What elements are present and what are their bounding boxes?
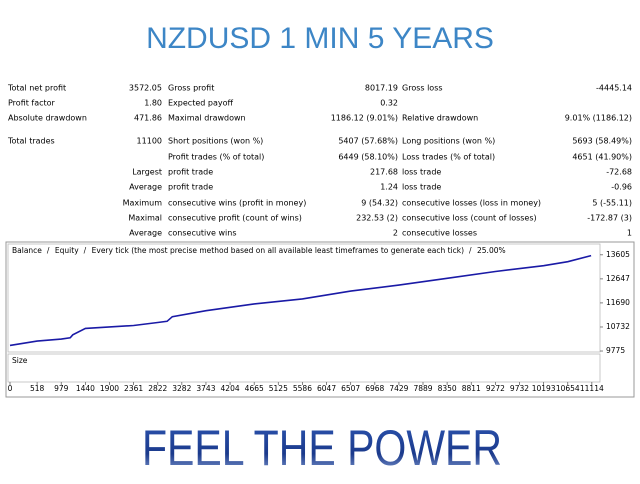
stat-cell: Maximal: [128, 214, 162, 223]
stat-cell: 232.53 (2): [356, 214, 398, 223]
x-tick-label: 8811: [462, 384, 481, 393]
footer-slogan: FEEL THE POWER: [142, 420, 502, 476]
stat-cell: loss trade: [402, 168, 441, 177]
stat-cell: 1: [627, 229, 632, 238]
legend-separator: /: [469, 246, 472, 255]
stat-cell: profit trade: [168, 168, 213, 177]
legend-entry: Equity: [55, 246, 79, 255]
stat-cell: Largest: [132, 168, 162, 177]
stat-cell: Total net profit: [7, 84, 66, 93]
x-tick-label: 9272: [486, 384, 505, 393]
stat-cell: Maximum: [123, 199, 163, 208]
stat-cell: -172.87 (3): [587, 214, 632, 223]
legend-separator: /: [47, 246, 50, 255]
stat-cell: 11100: [137, 137, 162, 146]
stat-cell: consecutive wins (profit in money): [168, 199, 306, 208]
stat-cell: Average: [129, 229, 162, 238]
stat-cell: 217.68: [370, 168, 398, 177]
x-tick-label: 979: [54, 384, 69, 393]
x-tick-label: 4665: [245, 384, 264, 393]
stat-cell: Profit factor: [8, 99, 56, 108]
x-tick-label: 5125: [269, 384, 288, 393]
chart: 9775 10732 11690 12647 13605 0 518 979 1440 1900 2…: [8, 246, 630, 393]
stat-cell: 9 (54.32): [361, 199, 398, 208]
y-tick-label: 9775: [606, 346, 625, 355]
x-tick-label: 8350: [438, 384, 457, 393]
x-tick-label: 5586: [293, 384, 312, 393]
stat-cell: Average: [129, 183, 162, 192]
stat-cell: 6449 (58.10%): [338, 153, 398, 162]
stat-cell: Short positions (won %): [168, 137, 263, 146]
stat-cell: profit trade: [168, 183, 213, 192]
stat-cell: Expected payoff: [168, 99, 233, 108]
x-tick-label: 10654: [556, 384, 580, 393]
stat-cell: consecutive wins: [168, 229, 236, 238]
x-tick-label: 7889: [413, 384, 432, 393]
stat-cell: 3572.05: [129, 84, 162, 93]
stat-cell: Long positions (won %): [402, 137, 495, 146]
stat-cell: 2: [393, 229, 398, 238]
x-tick-label: 2361: [124, 384, 143, 393]
x-tick-label: 1900: [100, 384, 119, 393]
x-tick-label: 6047: [317, 384, 336, 393]
stat-cell: 9.01% (1186.12): [565, 114, 632, 123]
legend-entry: 25.00%: [477, 246, 506, 255]
x-tick-label: 7429: [389, 384, 408, 393]
x-tick-label: 2822: [148, 384, 167, 393]
size-label: Size: [12, 356, 28, 365]
x-tick-label: 0: [8, 384, 13, 393]
x-tick-label: 6968: [365, 384, 384, 393]
stat-cell: 0.32: [380, 99, 398, 108]
stat-cell: Gross loss: [402, 84, 443, 93]
legend-entry: Every tick (the most precise method base…: [92, 246, 464, 255]
stat-cell: 8017.19: [365, 84, 398, 93]
stat-cell: 471.86: [134, 114, 162, 123]
stat-cell: 5 (-55.11): [592, 199, 632, 208]
legend-separator: /: [84, 246, 87, 255]
stat-cell: Maximal drawdown: [168, 114, 246, 123]
stat-cell: 1.24: [380, 183, 398, 192]
legend-entry: Balance: [12, 246, 42, 255]
x-tick-label: 6507: [341, 384, 360, 393]
stat-cell: consecutive loss (count of losses): [402, 214, 537, 223]
stat-cell: consecutive losses: [402, 229, 477, 238]
stat-cell: consecutive profit (count of wins): [168, 214, 302, 223]
y-tick-label: 12647: [606, 274, 630, 283]
x-tick-label: 1440: [76, 384, 95, 393]
stat-cell: -72.68: [606, 168, 632, 177]
y-tick-label: 11690: [606, 298, 630, 307]
y-tick-label: 13605: [606, 250, 630, 259]
stat-cell: Gross profit: [168, 84, 214, 93]
size-panel: [7, 353, 601, 383]
stat-cell: 5407 (57.68%): [338, 137, 398, 146]
stat-cell: Absolute drawdown: [8, 114, 87, 123]
stat-cell: consecutive losses (loss in money): [402, 199, 541, 208]
stat-cell: -4445.14: [596, 84, 632, 93]
stat-cell: 5693 (58.49%): [572, 137, 632, 146]
stat-cell: 1.80: [144, 99, 162, 108]
x-tick-label: 4204: [221, 384, 240, 393]
x-tick-label: 518: [30, 384, 45, 393]
x-tick-label: 3282: [172, 384, 191, 393]
x-tick-label: 11114: [580, 384, 604, 393]
stat-cell: Relative drawdown: [402, 114, 478, 123]
stat-cell: loss trade: [402, 183, 441, 192]
x-tick-label: 3743: [196, 384, 215, 393]
stat-cell: 4651 (41.90%): [572, 153, 632, 162]
stat-cell: Total trades: [7, 137, 55, 146]
title: NZDUSD 1 MIN 5 YEARS: [146, 22, 494, 55]
stat-cell: -0.96: [611, 183, 632, 192]
x-tick-label: 9732: [510, 384, 529, 393]
stats-table: Total net profit 3572.05 Gross profit 8017.…: [7, 84, 632, 238]
stat-cell: Loss trades (% of total): [402, 153, 495, 162]
y-tick-label: 10732: [606, 322, 630, 331]
stat-cell: Profit trades (% of total): [168, 153, 264, 162]
balance-line: [9, 254, 592, 347]
stat-cell: 1186.12 (9.01%): [331, 114, 398, 123]
x-tick-label: 10193: [532, 384, 556, 393]
